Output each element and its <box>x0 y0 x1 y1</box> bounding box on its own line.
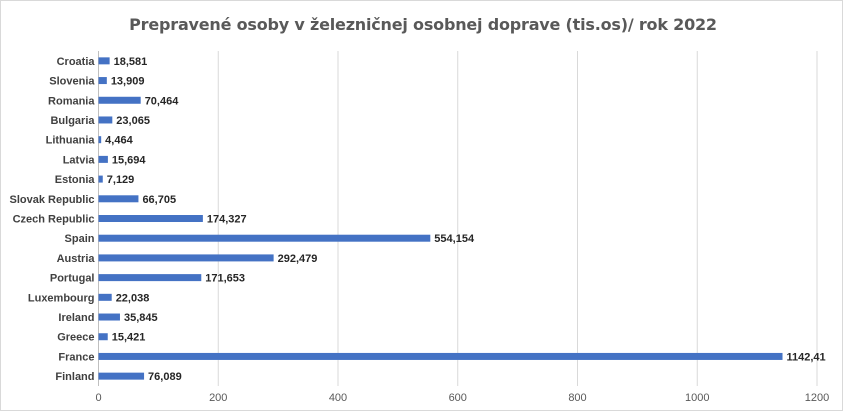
category-label: Portugal <box>50 273 95 285</box>
x-tick-label: 200 <box>209 392 227 404</box>
data-label: 13,909 <box>111 76 145 88</box>
category-label: Croatia <box>57 56 96 68</box>
bar-finland <box>98 372 145 380</box>
x-tick-label: 1200 <box>805 392 829 404</box>
bar-lithuania <box>98 136 102 144</box>
data-label: 66,705 <box>142 194 176 206</box>
bar-spain <box>98 234 431 242</box>
bar-croatia <box>98 57 110 65</box>
x-tick-label: 400 <box>329 392 347 404</box>
category-label: Latvia <box>63 154 96 166</box>
bar-france <box>98 352 783 360</box>
data-label: 18,581 <box>114 56 148 68</box>
category-label: Spain <box>65 233 95 245</box>
category-label: Romania <box>48 95 95 107</box>
category-label: Ireland <box>58 312 94 324</box>
data-label: 22,038 <box>116 292 150 304</box>
data-label: 15,421 <box>112 332 146 344</box>
data-label: 174,327 <box>207 214 247 226</box>
bar-estonia <box>98 175 103 183</box>
category-label: Luxembourg <box>28 292 95 304</box>
x-tick-label: 800 <box>568 392 586 404</box>
labels: 0 200 400 600 800 1000 1200 Croatia 18,581 Sloven… <box>10 56 830 404</box>
category-label: France <box>58 351 94 363</box>
bar-luxembourg <box>98 293 112 301</box>
data-label: 23,065 <box>116 115 150 127</box>
bar-slovak-republic <box>98 195 139 203</box>
data-label: 15,694 <box>112 154 147 166</box>
category-label: Finland <box>55 371 94 383</box>
data-label: 292,479 <box>278 253 318 265</box>
category-label: Bulgaria <box>50 115 95 127</box>
category-label: Slovak Republic <box>10 194 95 206</box>
data-label: 35,845 <box>124 312 158 324</box>
bar-latvia <box>98 155 108 163</box>
category-label: Lithuania <box>46 135 96 147</box>
data-label: 76,089 <box>148 371 182 383</box>
bar-slovenia <box>98 77 107 85</box>
data-label: 70,464 <box>145 95 180 107</box>
bar-portugal <box>98 274 202 282</box>
data-label: 7,129 <box>107 174 135 186</box>
x-tick-label: 600 <box>449 392 467 404</box>
data-label: 1142,41 <box>787 351 826 363</box>
x-tick-label: 0 <box>95 392 101 404</box>
data-label: 554,154 <box>434 233 475 245</box>
category-label: Czech Republic <box>13 214 95 226</box>
category-label: Austria <box>57 253 96 265</box>
bar-romania <box>98 96 141 104</box>
category-label: Greece <box>57 332 94 344</box>
chart-title: Prepravené osoby v železničnej osobnej d… <box>129 15 717 34</box>
bars <box>98 57 783 380</box>
bar-czech-republic <box>98 215 203 222</box>
bar-austria <box>98 254 274 262</box>
bar-ireland <box>98 313 120 321</box>
data-label: 4,464 <box>105 135 133 147</box>
bar-bulgaria <box>98 116 113 124</box>
category-label: Slovenia <box>49 76 95 88</box>
bar-greece <box>98 333 108 341</box>
data-label: 171,653 <box>205 273 245 285</box>
x-tick-label: 1000 <box>685 392 709 404</box>
category-label: Estonia <box>55 174 96 186</box>
